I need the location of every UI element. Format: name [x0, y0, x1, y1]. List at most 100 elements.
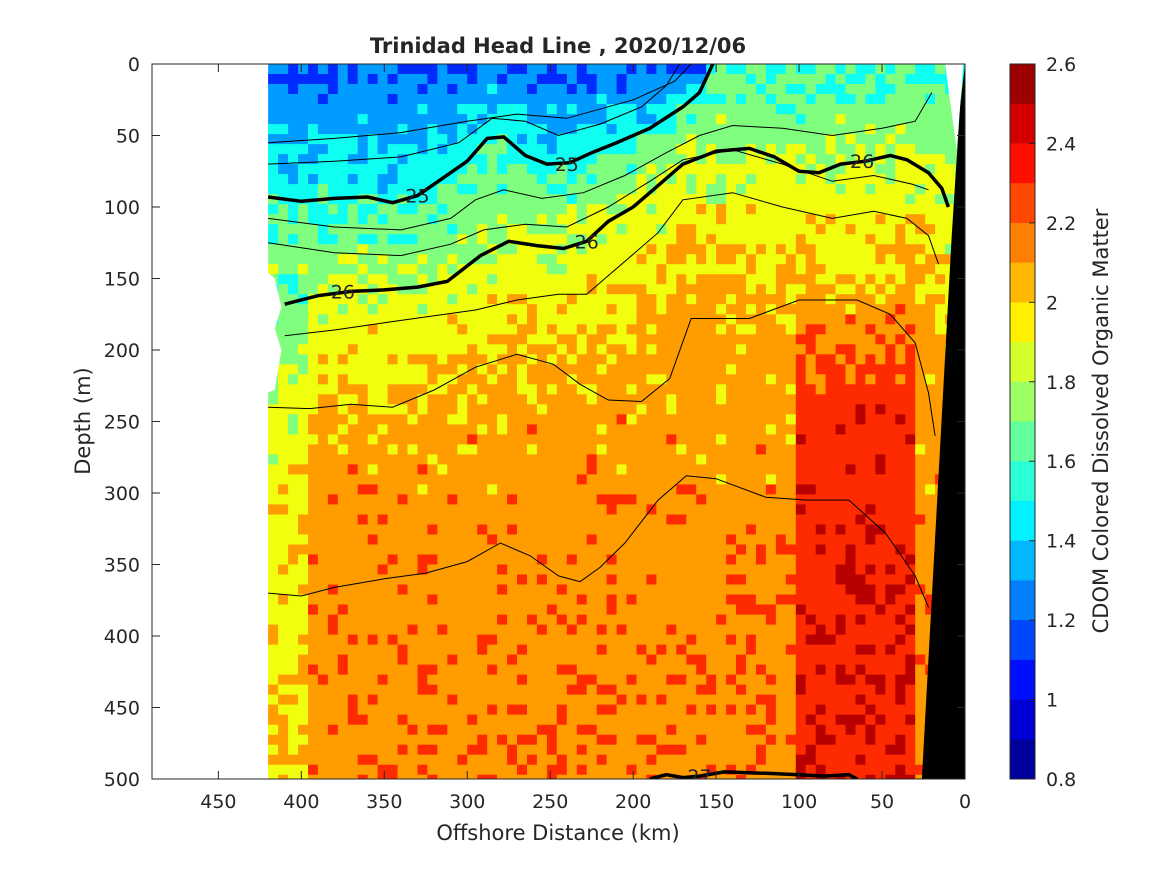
heatmap-cell: [417, 614, 429, 626]
heatmap-cell: [646, 614, 657, 626]
heatmap-cell: [278, 214, 289, 225]
heatmap-cell: [795, 184, 807, 195]
heatmap-cell: [676, 334, 687, 345]
heatmap-cell: [576, 414, 588, 425]
heatmap-cell: [337, 574, 349, 586]
heatmap-cell: [905, 274, 916, 285]
heatmap-cell: [765, 424, 777, 435]
heatmap-cell: [716, 534, 727, 546]
heatmap-cell: [726, 414, 737, 425]
heatmap-cell: [507, 654, 518, 666]
heatmap-cell: [686, 294, 697, 305]
heatmap-cell: [596, 264, 608, 275]
heatmap-cell: [357, 484, 369, 495]
heatmap-cell: [327, 654, 339, 666]
heatmap-cell: [298, 104, 309, 115]
heatmap-cell: [387, 264, 399, 275]
heatmap-cell: [278, 644, 289, 656]
heatmap-cell: [636, 544, 648, 556]
heatmap-cell: [636, 74, 648, 85]
heatmap-cell: [278, 254, 289, 265]
heatmap-cell: [467, 744, 478, 756]
heatmap-cell: [626, 84, 638, 95]
heatmap-cell: [377, 554, 389, 566]
heatmap-cell: [865, 544, 876, 556]
heatmap-cell: [636, 534, 648, 546]
heatmap-cell: [497, 644, 508, 656]
heatmap-cell: [636, 424, 648, 435]
heatmap-cell: [686, 664, 697, 676]
heatmap-cell: [517, 264, 528, 275]
heatmap-cell: [895, 774, 906, 779]
heatmap-cell: [746, 94, 757, 105]
heatmap-cell: [566, 484, 578, 495]
heatmap-cell: [706, 174, 717, 185]
heatmap-cell: [736, 154, 747, 165]
heatmap-cell: [835, 184, 847, 195]
heatmap-cell: [676, 664, 687, 676]
heatmap-cell: [268, 754, 279, 766]
heatmap-cell: [755, 444, 767, 455]
heatmap-cell: [905, 484, 916, 495]
heatmap-cell: [636, 214, 648, 225]
heatmap-cell: [875, 774, 886, 779]
heatmap-cell: [736, 284, 747, 295]
heatmap-cell: [367, 534, 379, 546]
heatmap-cell: [497, 434, 508, 445]
heatmap-cell: [596, 174, 608, 185]
heatmap-cell: [596, 434, 608, 445]
heatmap-cell: [686, 734, 697, 746]
heatmap-cell: [427, 534, 438, 546]
heatmap-cell: [895, 754, 906, 766]
heatmap-cell: [347, 274, 359, 285]
heatmap-cell: [895, 484, 906, 495]
heatmap-cell: [317, 424, 329, 435]
heatmap-cell: [497, 724, 508, 736]
heatmap-cell: [865, 724, 876, 736]
heatmap-cell: [905, 434, 916, 445]
heatmap-cell: [706, 574, 717, 586]
heatmap-cell: [546, 524, 558, 536]
heatmap-cell: [536, 594, 548, 606]
heatmap-cell: [507, 184, 518, 195]
heatmap-cell: [666, 124, 677, 135]
heatmap-cell: [915, 324, 926, 335]
heatmap-cell: [915, 544, 926, 556]
heatmap-cell: [885, 164, 896, 175]
heatmap-cell: [317, 234, 329, 245]
heatmap-cell: [487, 564, 498, 576]
heatmap-cell: [586, 214, 598, 225]
heatmap-cell: [606, 164, 618, 175]
heatmap-cell: [507, 744, 518, 756]
heatmap-cell: [925, 334, 936, 345]
heatmap-cell: [606, 254, 618, 265]
heatmap-cell: [407, 74, 419, 85]
heatmap-cell: [487, 174, 498, 185]
heatmap-cell: [407, 774, 419, 779]
heatmap-cell: [616, 534, 628, 546]
heatmap-cell: [546, 424, 558, 435]
heatmap-cell: [437, 584, 448, 596]
heatmap-cell: [417, 474, 429, 485]
heatmap-cell: [377, 404, 389, 415]
heatmap-cell: [835, 214, 847, 225]
heatmap-cell: [825, 64, 837, 75]
heatmap-cell: [895, 84, 906, 95]
heatmap-cell: [377, 454, 389, 465]
heatmap-cell: [815, 464, 827, 475]
heatmap-cell: [527, 704, 538, 716]
heatmap-cell: [795, 614, 807, 626]
heatmap-cell: [437, 524, 448, 536]
heatmap-cell: [845, 564, 857, 576]
heatmap-cell: [298, 274, 309, 285]
heatmap-cell: [895, 634, 906, 646]
heatmap-cell: [576, 94, 588, 105]
heatmap-cell: [586, 244, 598, 255]
heatmap-cell: [895, 674, 906, 686]
heatmap-cell: [925, 324, 936, 335]
heatmap-cell: [357, 474, 369, 485]
heatmap-cell: [646, 664, 657, 676]
heatmap-cell: [775, 94, 787, 105]
heatmap-cell: [447, 314, 458, 325]
heatmap-cell: [865, 574, 876, 586]
